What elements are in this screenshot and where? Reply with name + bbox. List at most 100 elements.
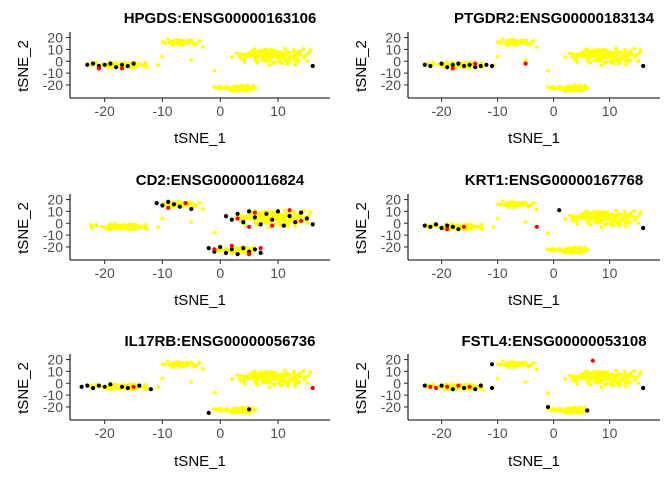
cell-point — [619, 217, 623, 222]
expressing-cell-point — [287, 208, 292, 213]
expressing-cell-point — [241, 220, 246, 225]
cell-point — [292, 371, 296, 376]
cell-point — [269, 47, 274, 52]
cell-point — [574, 52, 579, 57]
cell-point — [632, 46, 637, 51]
cell-point — [306, 213, 311, 218]
cell-point — [624, 62, 628, 67]
expressing-cell-point — [235, 252, 240, 257]
cell-point — [286, 222, 291, 226]
expressing-cell-point — [445, 65, 450, 70]
expressing-cell-point — [439, 225, 444, 231]
cell-point — [495, 216, 500, 221]
cell-point — [623, 216, 627, 221]
cell-point — [189, 380, 194, 384]
cell-point — [455, 64, 460, 69]
cell-point — [601, 55, 606, 59]
cell-point — [573, 84, 578, 89]
expressing-cell-point — [585, 408, 590, 413]
cell-point — [170, 39, 175, 44]
cell-point — [576, 250, 581, 255]
panel-title: FSTL4:ENSG00000053108 — [461, 333, 646, 350]
cell-point — [250, 405, 255, 410]
cell-point — [526, 42, 531, 47]
expressing-cell-point — [166, 205, 171, 210]
y-tick-label: -20 — [381, 77, 401, 93]
expressing-cell-point — [148, 387, 153, 392]
cell-point — [629, 214, 634, 219]
cell-point — [254, 381, 258, 386]
cell-point — [201, 45, 205, 49]
cell-point — [584, 372, 589, 376]
cell-point — [197, 360, 202, 365]
expressing-cell-point — [229, 217, 234, 222]
cell-point — [234, 246, 238, 251]
panel-5: IL17RB:ENSG00000056736-20 -10 0 1020100-10-… — [15, 333, 330, 470]
cell-point — [571, 214, 576, 219]
cell-point — [266, 379, 270, 384]
cell-point — [580, 216, 585, 221]
y-tick-label: -10 — [381, 387, 401, 403]
expressing-cell-point — [422, 223, 427, 228]
cell-point — [598, 219, 602, 224]
cell-point — [170, 43, 175, 48]
x-tick-label: 0 — [216, 425, 224, 441]
cell-point — [611, 56, 616, 61]
cell-point — [624, 224, 628, 229]
cell-point — [623, 381, 628, 385]
cell-point — [586, 221, 591, 226]
expressing-cell-point — [252, 210, 257, 215]
cell-point — [166, 359, 170, 364]
cell-point — [185, 38, 190, 43]
y-tick-label: 10 — [385, 203, 401, 219]
expressing-cell-point — [247, 252, 252, 257]
cell-point — [144, 225, 148, 230]
cell-point — [114, 384, 119, 389]
cell-point — [605, 372, 609, 376]
cell-point — [464, 227, 469, 231]
cell-point — [261, 372, 266, 377]
cell-point — [212, 230, 217, 235]
cell-point — [578, 373, 583, 378]
cell-point — [255, 54, 260, 59]
cell-point — [219, 409, 223, 413]
x-tick-label: 0 — [550, 265, 558, 281]
cell-point — [122, 224, 127, 229]
cell-point — [498, 202, 503, 207]
cell-point — [267, 63, 272, 68]
cell-point — [269, 209, 274, 214]
expressing-cell-point — [177, 204, 182, 209]
expressing-cell-point — [264, 211, 269, 216]
cell-point — [273, 212, 278, 216]
cell-point — [267, 373, 271, 378]
cell-point — [629, 374, 634, 379]
y-tick-label: -20 — [43, 399, 63, 415]
x-tick-label: 10 — [602, 265, 618, 281]
cell-point — [288, 217, 292, 222]
cell-point — [505, 43, 510, 48]
cell-point — [598, 210, 602, 215]
cell-point — [252, 53, 257, 58]
cell-point — [501, 37, 505, 42]
cell-point — [598, 370, 602, 375]
cell-point — [576, 88, 581, 93]
x-axis-title: tSNE_1 — [508, 292, 560, 309]
cell-point — [619, 51, 623, 55]
cell-point — [255, 372, 260, 377]
cell-point — [574, 378, 579, 383]
cell-point — [479, 225, 484, 230]
cell-point — [301, 46, 306, 51]
cell-point — [269, 369, 274, 374]
cell-point — [89, 223, 93, 228]
cell-point — [568, 51, 572, 56]
x-tick-label: -20 — [95, 265, 115, 281]
cell-point — [305, 59, 310, 64]
y-tick-label: -10 — [43, 65, 63, 81]
expressing-cell-point — [428, 224, 433, 229]
y-tick-label: 20 — [385, 192, 401, 208]
expressing-cell-point — [206, 410, 211, 415]
cell-point — [574, 374, 579, 379]
expressing-cell-point — [119, 62, 125, 67]
cell-point — [431, 60, 435, 65]
cell-point — [574, 56, 579, 61]
